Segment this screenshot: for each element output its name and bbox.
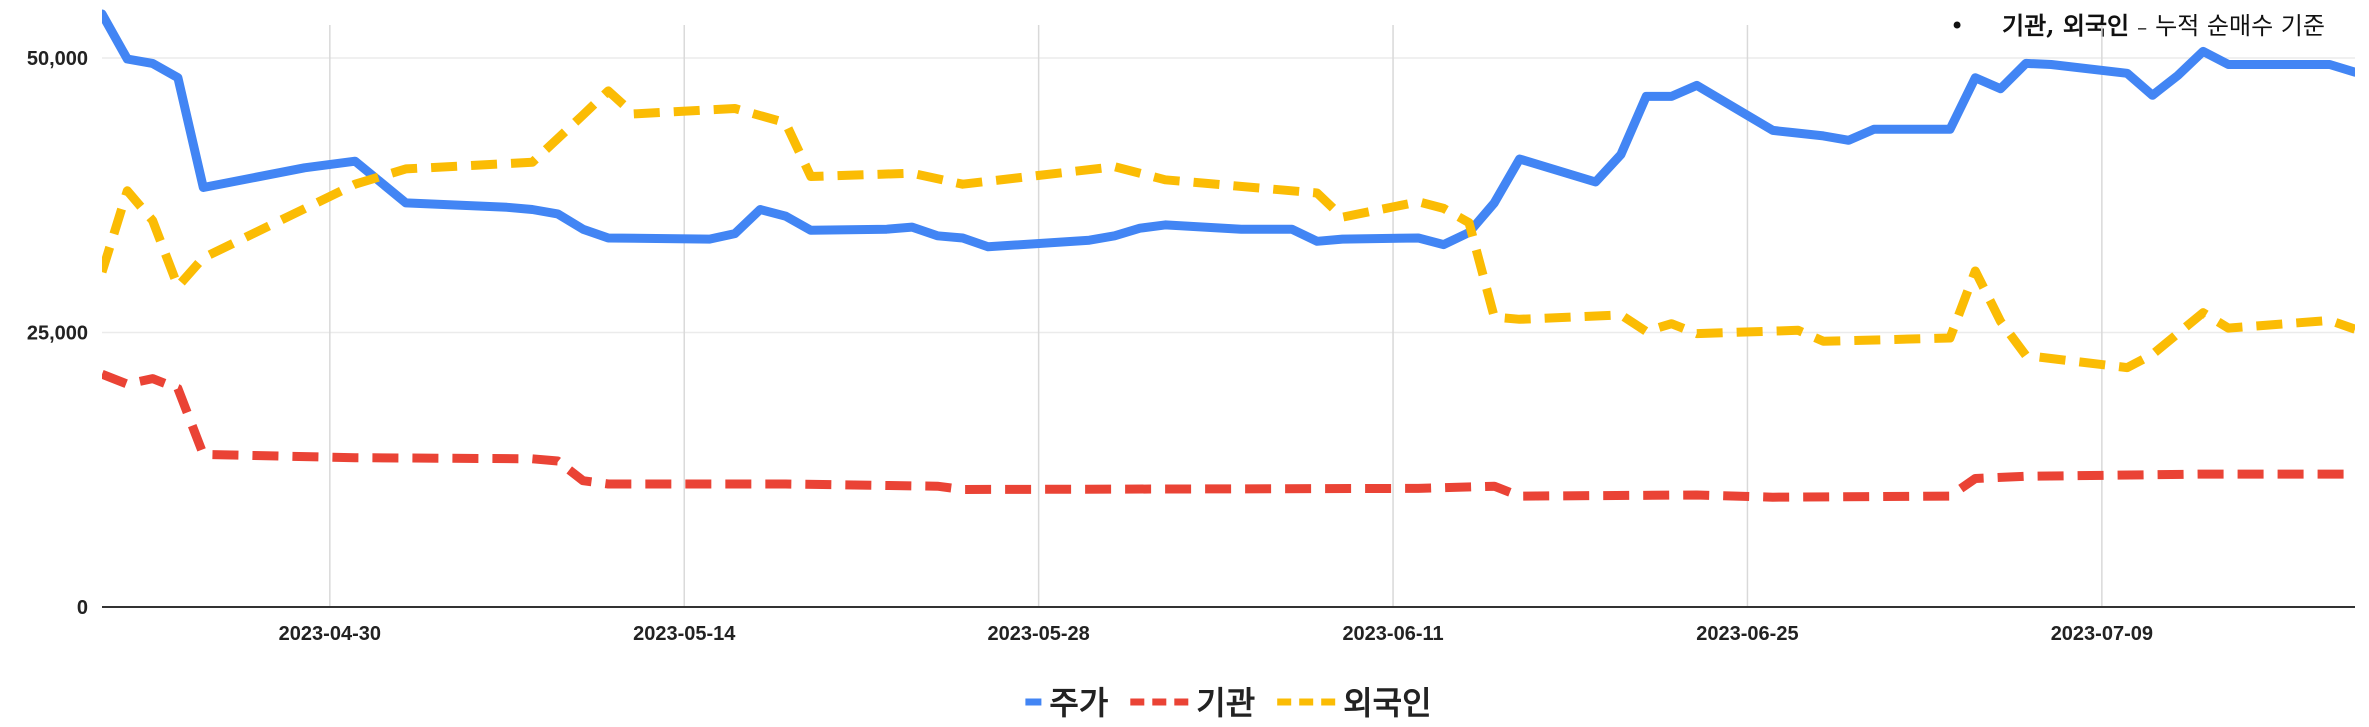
- note-rest: 누적 순매수 기준: [2155, 12, 2325, 40]
- note-text: 기관, 외국인 – 누적 순매수 기준: [2002, 11, 2325, 40]
- x-tick-label: 2023-06-25: [1696, 623, 1798, 645]
- x-tick-label: 2023-05-28: [987, 623, 1089, 645]
- note-bold-part: 기관, 외국인: [2002, 11, 2129, 40]
- series-line-3: [102, 86, 2355, 373]
- series-line-2: [102, 370, 2355, 502]
- legend-label: 외국인: [1343, 684, 1431, 722]
- x-tick-labels: 2023-04-30 2023-05-14 2023-05-28 2023-06-11…: [279, 623, 2153, 645]
- legend-item-2: 기관: [1130, 684, 1255, 722]
- note: • 기관, 외국인 – 누적 순매수 기준: [1950, 11, 2325, 40]
- x-tick-label: 2023-06-11: [1342, 623, 1443, 645]
- legend-label: 주가: [1049, 684, 1108, 722]
- y-tick-label: 25,000: [27, 322, 88, 344]
- legend-item-1: 주가: [1025, 684, 1108, 722]
- y-tick-label: 0: [77, 597, 88, 619]
- series-layer: [102, 9, 2355, 502]
- y-tick-labels: 0 25,000 50,000: [27, 48, 88, 619]
- x-gridlines: [329, 25, 2103, 607]
- legend: 주가 기관 외국인: [1025, 684, 1432, 722]
- x-tick-label: 2023-05-14: [633, 623, 736, 645]
- note-bullet: •: [1950, 12, 1964, 40]
- series-line-1: [102, 9, 2355, 252]
- y-tick-label: 50,000: [27, 48, 88, 70]
- legend-item-3: 외국인: [1277, 684, 1432, 722]
- x-tick-label: 2023-07-09: [2051, 623, 2153, 645]
- x-tick-label: 2023-04-30: [279, 623, 381, 645]
- note-separator: –: [2137, 15, 2147, 39]
- legend-label: 기관: [1196, 684, 1255, 722]
- y-gridlines: [102, 57, 2355, 334]
